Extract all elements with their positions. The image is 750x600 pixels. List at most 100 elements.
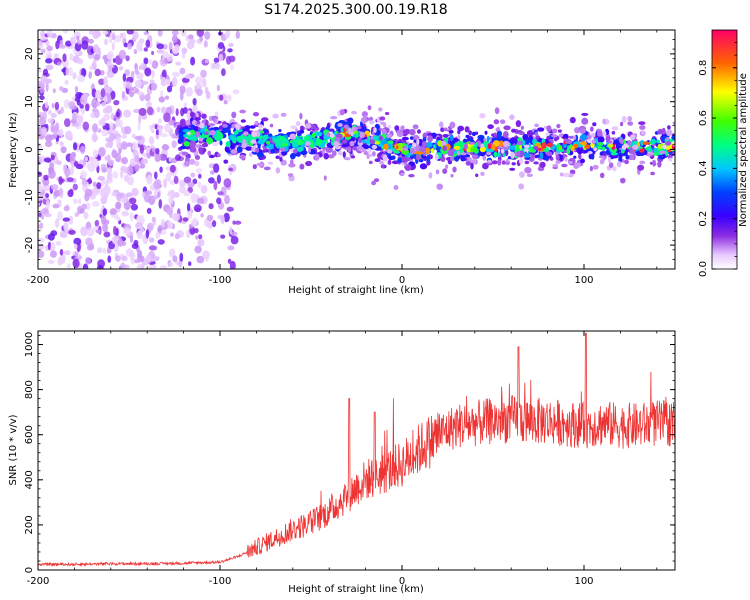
tail-blob <box>230 149 238 154</box>
colorbar-tick-label: 0.6 <box>698 110 709 126</box>
tail-blob <box>657 129 663 135</box>
tail-blob <box>338 150 343 156</box>
noise-blob <box>59 232 68 238</box>
noise-blob <box>45 140 53 148</box>
tail-blob <box>207 150 212 156</box>
colorbar: 0.0 0.2 0.4 0.6 0.8 Normalized spectral ampl… <box>698 29 749 277</box>
signal-blob <box>639 125 646 130</box>
signal-blob <box>426 141 433 148</box>
signal-blob <box>372 151 376 157</box>
colorbar-tick-label: 0.2 <box>698 211 709 227</box>
noise-blob <box>168 262 174 267</box>
signal-blob <box>231 111 237 119</box>
noise-blob <box>44 213 52 218</box>
signal-blob <box>500 119 506 124</box>
noise-blob <box>212 220 217 228</box>
signal-blob <box>312 142 317 147</box>
tail-blob <box>608 156 611 163</box>
noise-blob <box>80 226 88 237</box>
signal-blob <box>417 129 421 134</box>
noise-blob <box>97 247 103 254</box>
noise-blob <box>118 66 124 71</box>
noise-blob <box>97 176 105 181</box>
colorbar-tick-label: 0.0 <box>698 261 709 277</box>
noise-blob <box>38 142 43 153</box>
noise-blob <box>134 155 140 163</box>
noise-blob <box>121 90 126 99</box>
noise-blob <box>38 243 45 250</box>
noise-blob <box>115 201 122 210</box>
noise-blob <box>174 44 180 51</box>
tail-blob <box>185 119 191 126</box>
tail-blob <box>516 140 523 146</box>
noise-blob <box>223 178 232 188</box>
noise-blob <box>155 153 162 162</box>
signal-blob <box>537 147 542 151</box>
noise-blob <box>126 142 134 147</box>
colorbar-ticks: 0.0 0.2 0.4 0.6 0.8 <box>698 29 738 277</box>
signal-blob <box>342 151 346 159</box>
noise-blob <box>72 142 78 151</box>
noise-blob <box>38 185 43 194</box>
noise-blob <box>230 231 238 236</box>
signal-blob <box>511 162 516 166</box>
signal-blob <box>327 154 335 159</box>
signal-blob <box>238 139 244 143</box>
noise-blob <box>56 160 62 166</box>
tail-blob <box>290 125 298 130</box>
noise-blob <box>60 128 64 138</box>
noise-blob <box>117 238 124 247</box>
tail-blob <box>579 128 586 134</box>
y-tick-label: 0 <box>24 567 35 573</box>
tail-blob <box>255 147 260 153</box>
tail-blob <box>517 131 525 136</box>
noise-blob <box>167 191 175 197</box>
noise-blob <box>73 243 78 250</box>
signal-blob <box>537 127 545 131</box>
noise-blob <box>193 228 199 234</box>
signal-blob <box>497 152 501 157</box>
signal-blob <box>300 150 308 156</box>
tail-blob <box>189 158 196 165</box>
signal-blob <box>233 130 239 135</box>
signal-blob <box>182 129 190 133</box>
tail-blob <box>435 169 440 175</box>
noise-blob <box>58 176 63 185</box>
noise-blob <box>203 40 208 48</box>
signal-blob <box>510 145 516 151</box>
tail-blob <box>662 144 667 150</box>
noise-blob <box>64 168 71 177</box>
signal-blob <box>194 117 201 121</box>
noise-blob <box>169 164 176 173</box>
tail-blob <box>659 150 666 155</box>
tail-blob <box>471 154 479 160</box>
noise-blob <box>183 190 191 197</box>
tail-blob <box>612 166 617 172</box>
noise-blob <box>168 156 172 163</box>
noise-blob <box>195 88 203 97</box>
tail-blob <box>593 147 597 151</box>
signal-blob <box>311 132 316 139</box>
signal-blob <box>496 130 503 137</box>
noise-blob <box>195 76 203 85</box>
noise-blob <box>77 74 85 83</box>
tail-blob <box>359 148 367 152</box>
signal-blob <box>597 145 602 150</box>
signal-blob <box>350 155 356 159</box>
signal-blob <box>472 131 476 137</box>
signal-blob <box>671 135 675 141</box>
noise-blob <box>115 255 121 262</box>
signal-blob <box>245 146 253 151</box>
signal-blob <box>577 149 583 155</box>
noise-blob <box>62 217 70 222</box>
noise-blob <box>146 207 152 214</box>
x-tick-label: -100 <box>209 275 232 286</box>
noise-blob <box>145 254 152 264</box>
signal-blob <box>384 111 390 116</box>
noise-blob <box>76 242 81 253</box>
signal-blob <box>381 128 387 136</box>
signal-blob <box>639 148 645 153</box>
noise-blob <box>100 196 108 205</box>
signal-blob <box>383 143 389 150</box>
